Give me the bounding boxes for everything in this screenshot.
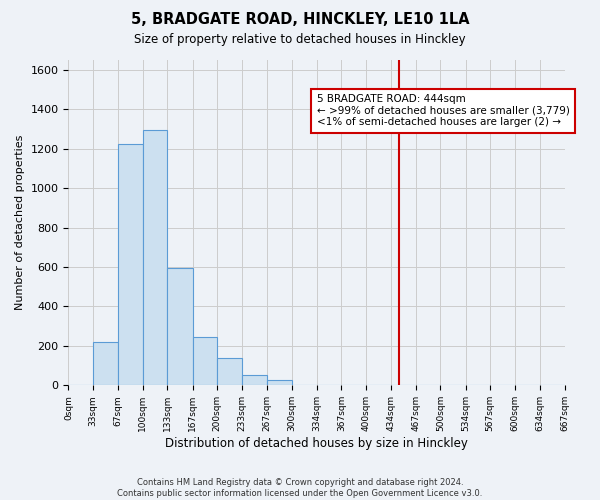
Bar <box>267 380 292 386</box>
X-axis label: Distribution of detached houses by size in Hinckley: Distribution of detached houses by size … <box>165 437 468 450</box>
Text: Size of property relative to detached houses in Hinckley: Size of property relative to detached ho… <box>134 32 466 46</box>
Bar <box>143 130 167 386</box>
Text: Contains HM Land Registry data © Crown copyright and database right 2024.
Contai: Contains HM Land Registry data © Crown c… <box>118 478 482 498</box>
Bar <box>217 358 242 386</box>
Bar <box>242 374 267 386</box>
Bar <box>118 144 143 386</box>
Text: 5 BRADGATE ROAD: 444sqm
← >99% of detached houses are smaller (3,779)
<1% of sem: 5 BRADGATE ROAD: 444sqm ← >99% of detach… <box>317 94 569 128</box>
Bar <box>167 268 193 386</box>
Bar <box>93 342 118 386</box>
Bar <box>193 337 217 386</box>
Y-axis label: Number of detached properties: Number of detached properties <box>15 135 25 310</box>
Text: 5, BRADGATE ROAD, HINCKLEY, LE10 1LA: 5, BRADGATE ROAD, HINCKLEY, LE10 1LA <box>131 12 469 28</box>
